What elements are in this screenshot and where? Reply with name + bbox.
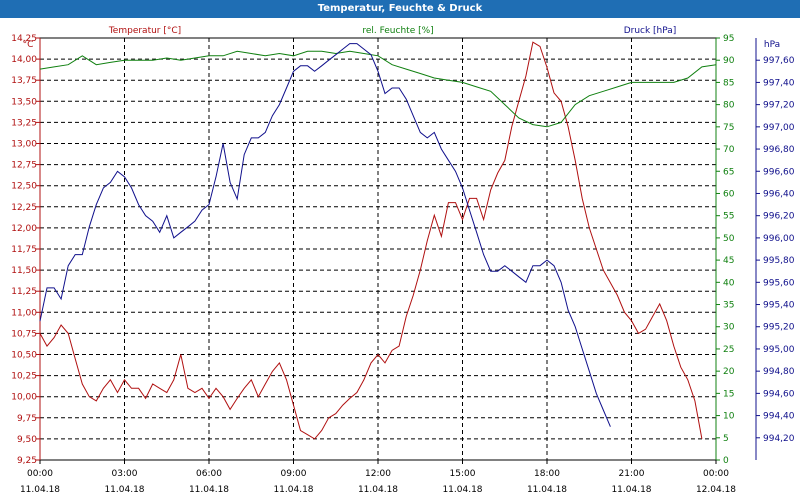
temp-tick-label: 9,25 — [17, 456, 37, 466]
humidity-tick-label: 95 — [723, 34, 734, 44]
humidity-tick-label: 15 — [723, 389, 734, 399]
temp-tick-label: 13,25 — [11, 118, 37, 128]
pressure-tick-label: 996,80 — [763, 145, 795, 155]
humidity-tick-label: 20 — [723, 367, 735, 377]
temp-tick-label: 10,50 — [11, 351, 37, 361]
pressure-tick-label: 996,60 — [763, 167, 795, 177]
pressure-tick-label: 994,40 — [763, 412, 795, 422]
series-line-hum — [39, 50, 717, 128]
x-tick-date: 11.04.18 — [611, 485, 651, 495]
humidity-tick-label: 55 — [723, 212, 734, 222]
x-tick-date: 11.04.18 — [20, 485, 60, 495]
humidity-tick-label: 0 — [723, 456, 729, 466]
x-tick-date: 11.04.18 — [104, 485, 144, 495]
x-tick-date: 11.04.18 — [273, 485, 313, 495]
temp-tick-label: 9,50 — [17, 435, 37, 445]
pressure-tick-label: 994,20 — [763, 434, 795, 444]
series-layer — [39, 41, 717, 440]
axis-labels: 00:00 11.04.18 03:00 11.04.18 06:00 11.04.18 0… — [11, 26, 795, 495]
x-tick-time: 18:00 — [534, 469, 560, 479]
temp-tick-label: 14,25 — [11, 34, 37, 44]
pressure-tick-label: 996,00 — [763, 234, 795, 244]
x-tick-time: 12:00 — [365, 469, 391, 479]
humidity-tick-label: 70 — [723, 145, 735, 155]
humidity-tick-label: 75 — [723, 123, 734, 133]
pressure-tick-label: 997,40 — [763, 78, 795, 88]
temp-tick-label: 11,00 — [11, 308, 37, 318]
series-label-press: Druck [hPa] — [624, 26, 677, 36]
pressure-tick-label: 997,60 — [763, 56, 795, 66]
x-tick-time: 00:00 — [27, 469, 53, 479]
temp-tick-label: 11,75 — [11, 245, 37, 255]
temp-tick-label: 12,50 — [11, 182, 37, 192]
pressure-tick-label: 996,20 — [763, 212, 795, 222]
series-label-hum: rel. Feuchte [%] — [362, 26, 433, 36]
pressure-tick-label: 994,60 — [763, 389, 795, 399]
x-tick-date: 11.04.18 — [442, 485, 482, 495]
x-tick-date: 11.04.18 — [189, 485, 229, 495]
x-tick-time: 21:00 — [619, 469, 645, 479]
humidity-tick-label: 10 — [723, 412, 735, 422]
humidity-tick-label: 80 — [723, 101, 735, 111]
pressure-tick-label: 995,80 — [763, 256, 795, 266]
temp-tick-label: 12,00 — [11, 224, 37, 234]
humidity-tick-label: 60 — [723, 189, 735, 199]
humidity-tick-label: 65 — [723, 167, 734, 177]
x-tick-time: 00:00 — [703, 469, 729, 479]
pressure-tick-label: 995,60 — [763, 278, 795, 288]
temp-tick-label: 10,75 — [11, 329, 37, 339]
temp-tick-label: 13,50 — [11, 97, 37, 107]
x-tick-date: 11.04.18 — [358, 485, 398, 495]
temp-tick-label: 10,25 — [11, 372, 37, 382]
grid — [36, 37, 760, 464]
temp-tick-label: 12,75 — [11, 161, 37, 171]
temp-tick-label: 11,25 — [11, 287, 37, 297]
series-line-temp — [39, 41, 703, 440]
x-tick-time: 03:00 — [112, 469, 138, 479]
temp-tick-label: 10,00 — [11, 393, 37, 403]
humidity-tick-label: 5 — [723, 434, 729, 444]
pressure-tick-label: 995,40 — [763, 301, 795, 311]
temp-tick-label: 13,75 — [11, 76, 37, 86]
series-label-temp: Temperatur [°C] — [108, 26, 181, 36]
x-tick-time: 15:00 — [450, 469, 476, 479]
pressure-unit: hPa — [764, 40, 780, 50]
humidity-tick-label: 40 — [723, 278, 735, 288]
x-tick-time: 06:00 — [196, 469, 222, 479]
chart-title: Temperatur, Feuchte & Druck — [317, 3, 483, 14]
x-tick-date: 12.04.18 — [696, 485, 736, 495]
temp-tick-label: 12,25 — [11, 203, 37, 213]
humidity-tick-label: 30 — [723, 323, 735, 333]
humidity-tick-label: 90 — [723, 56, 735, 66]
temp-tick-label: 14,00 — [11, 55, 37, 65]
temp-tick-label: 9,75 — [17, 414, 37, 424]
temp-tick-label: 11,50 — [11, 266, 37, 276]
pressure-tick-label: 996,40 — [763, 189, 795, 199]
chart-title-bar: Temperatur, Feuchte & Druck — [0, 0, 800, 18]
series-line-press — [39, 43, 611, 427]
temp-tick-label: 13,00 — [11, 140, 37, 150]
x-tick-date: 11.04.18 — [527, 485, 567, 495]
humidity-tick-label: 35 — [723, 301, 734, 311]
pressure-tick-label: 997,00 — [763, 123, 795, 133]
pressure-tick-label: 995,20 — [763, 323, 795, 333]
humidity-tick-label: 45 — [723, 256, 734, 266]
pressure-tick-label: 995,00 — [763, 345, 795, 355]
humidity-tick-label: 85 — [723, 78, 734, 88]
pressure-tick-label: 994,80 — [763, 367, 795, 377]
humidity-tick-label: 25 — [723, 345, 734, 355]
x-tick-time: 09:00 — [281, 469, 307, 479]
humidity-tick-label: 50 — [723, 234, 735, 244]
pressure-tick-label: 997,20 — [763, 101, 795, 111]
temp-unit: °C — [23, 40, 34, 50]
